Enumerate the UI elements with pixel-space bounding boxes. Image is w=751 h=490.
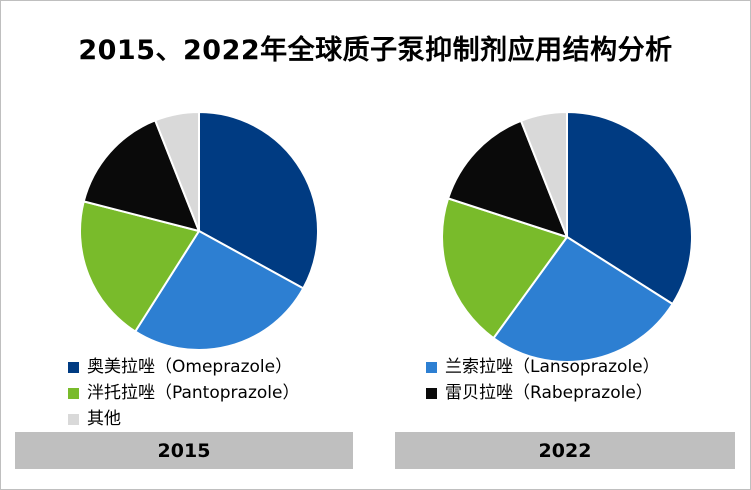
pie-slice-2015-rabeprazole [82,119,200,232]
pie-chart-2022 [441,111,693,363]
legend-right: 兰索拉唑（Lansoprazole） 雷贝拉唑（Rabeprazole） [426,354,660,406]
year-label-2015: 2015 [15,432,353,469]
legend-item-pantoprazole: 泮托拉唑（Pantoprazole） [68,380,299,406]
pie-slice-2015-pantoprazole [79,200,200,333]
legend-label: 其他 [87,409,121,429]
pie-chart-2015 [79,111,319,351]
legend-item-rabeprazole: 雷贝拉唑（Rabeprazole） [426,380,660,406]
legend-label: 雷贝拉唑（Rabeprazole） [445,383,653,403]
legend-swatch-omeprazole [68,361,79,373]
legend-left: 奥美拉唑（Omeprazole） 泮托拉唑（Pantoprazole） 其他 [68,354,299,432]
legend-swatch-pantoprazole [68,387,79,399]
pie-slice-2022-others [519,111,568,238]
legend-swatch-rabeprazole [426,387,437,399]
pie-slice-2015-others [154,111,200,232]
year-label-2022: 2022 [395,432,735,469]
chart-title: 2015、2022年全球质子泵抑制剂应用结构分析 [78,35,673,66]
legend-item-others: 其他 [68,406,299,432]
pie-slice-2022-lansoprazole [492,236,674,363]
legend-item-lansoprazole: 兰索拉唑（Lansoprazole） [426,354,660,380]
pie-slice-2022-pantoprazole [441,197,568,340]
pie-slice-2015-omeprazole [198,111,319,290]
legend-swatch-others [68,413,79,425]
legend-swatch-lansoprazole [426,361,437,373]
legend-label: 奥美拉唑（Omeprazole） [87,357,293,377]
pie-slice-2015-lansoprazole [134,230,305,351]
pie-slice-2022-rabeprazole [447,119,568,238]
legend-label: 泮托拉唑（Pantoprazole） [87,383,300,403]
legend-item-omeprazole: 奥美拉唑（Omeprazole） [68,354,299,380]
legend-label: 兰索拉唑（Lansoprazole） [445,357,660,377]
